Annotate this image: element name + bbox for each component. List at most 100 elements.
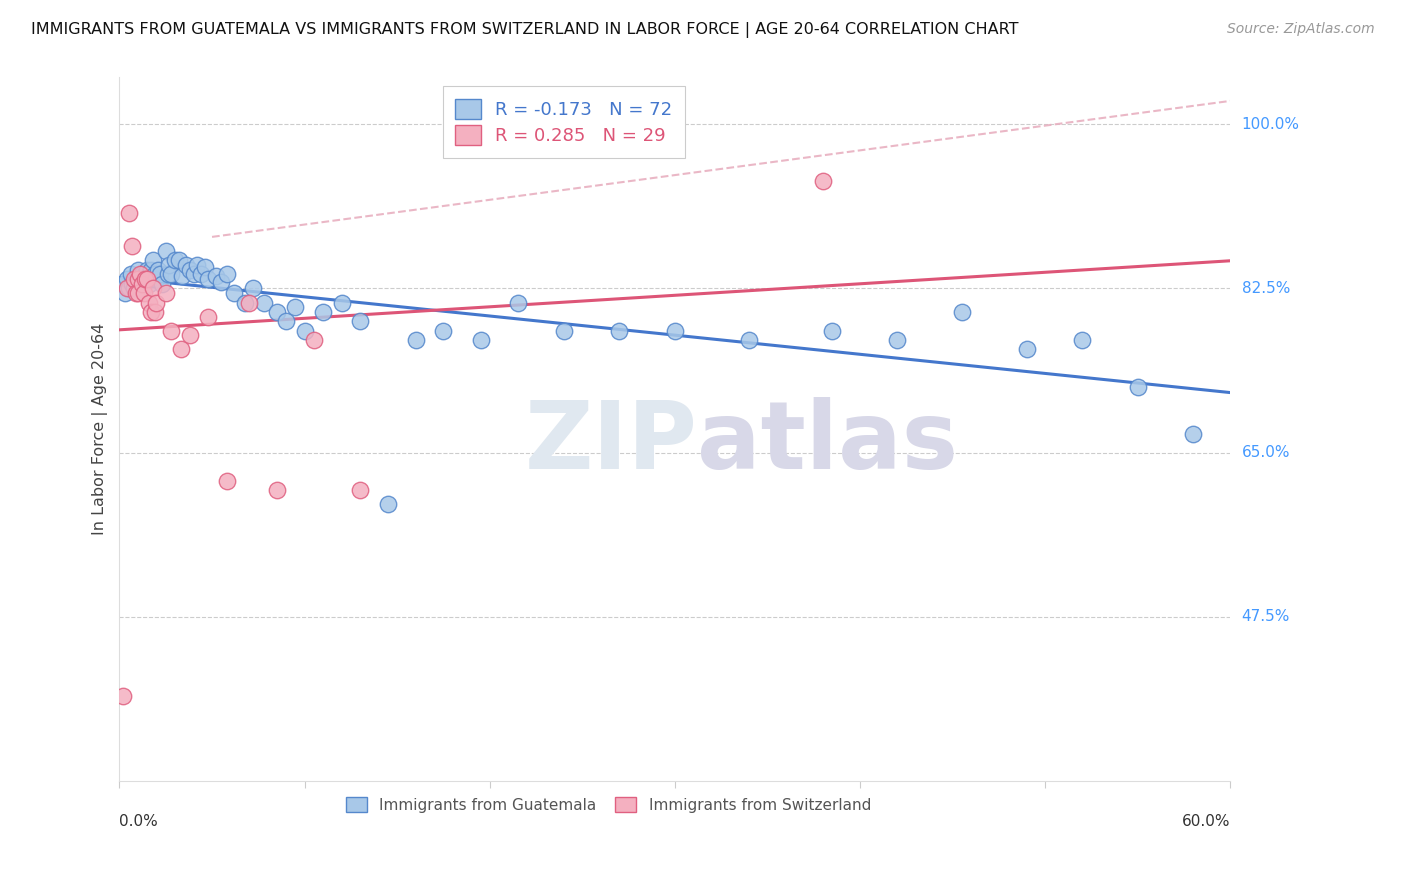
Point bbox=[1126, 380, 1149, 394]
Point bbox=[148, 262, 170, 277]
Point bbox=[330, 295, 353, 310]
Point bbox=[138, 295, 160, 310]
Point bbox=[664, 324, 686, 338]
Point bbox=[159, 258, 181, 272]
Point bbox=[143, 305, 166, 319]
Point bbox=[506, 295, 529, 310]
Point bbox=[405, 333, 427, 347]
Point bbox=[160, 268, 183, 282]
Point bbox=[266, 305, 288, 319]
Text: IMMIGRANTS FROM GUATEMALA VS IMMIGRANTS FROM SWITZERLAND IN LABOR FORCE | AGE 20: IMMIGRANTS FROM GUATEMALA VS IMMIGRANTS … bbox=[31, 22, 1018, 38]
Point bbox=[738, 333, 761, 347]
Point bbox=[432, 324, 454, 338]
Point bbox=[886, 333, 908, 347]
Point bbox=[127, 262, 149, 277]
Point bbox=[134, 272, 156, 286]
Text: 100.0%: 100.0% bbox=[1241, 117, 1299, 132]
Point bbox=[145, 272, 167, 286]
Point bbox=[609, 324, 631, 338]
Point bbox=[186, 258, 208, 272]
Point bbox=[138, 268, 160, 282]
Point bbox=[143, 268, 166, 282]
Point bbox=[142, 272, 165, 286]
Point bbox=[132, 286, 155, 301]
Point bbox=[349, 483, 371, 497]
Point bbox=[132, 272, 155, 286]
Point bbox=[197, 310, 219, 324]
Point bbox=[349, 314, 371, 328]
Point bbox=[174, 258, 197, 272]
Point bbox=[131, 281, 153, 295]
Y-axis label: In Labor Force | Age 20-64: In Labor Force | Age 20-64 bbox=[93, 323, 108, 535]
Point bbox=[118, 206, 141, 220]
Text: 0.0%: 0.0% bbox=[120, 814, 159, 829]
Point bbox=[145, 295, 167, 310]
Point bbox=[118, 281, 141, 295]
Point bbox=[194, 260, 217, 274]
Point bbox=[134, 268, 156, 282]
Point bbox=[209, 275, 232, 289]
Point bbox=[190, 268, 212, 282]
Point bbox=[377, 497, 399, 511]
Text: ZIP: ZIP bbox=[524, 397, 697, 489]
Point bbox=[235, 295, 257, 310]
Point bbox=[470, 333, 492, 347]
Text: 82.5%: 82.5% bbox=[1241, 281, 1289, 296]
Point bbox=[274, 314, 297, 328]
Point bbox=[302, 333, 325, 347]
Point bbox=[155, 286, 177, 301]
Point bbox=[1071, 333, 1094, 347]
Point bbox=[128, 268, 150, 282]
Point bbox=[139, 262, 162, 277]
Point bbox=[112, 690, 135, 704]
Point bbox=[131, 277, 153, 291]
Point bbox=[122, 272, 145, 286]
Point bbox=[120, 268, 142, 282]
Point bbox=[149, 268, 172, 282]
Text: 65.0%: 65.0% bbox=[1241, 445, 1291, 460]
Point bbox=[266, 483, 288, 497]
Point bbox=[142, 281, 165, 295]
Point bbox=[121, 277, 143, 291]
Point bbox=[139, 305, 162, 319]
Point bbox=[821, 324, 844, 338]
Point bbox=[131, 268, 153, 282]
Point bbox=[142, 253, 165, 268]
Text: 60.0%: 60.0% bbox=[1182, 814, 1230, 829]
Point bbox=[128, 272, 150, 286]
Point bbox=[155, 244, 177, 258]
Point bbox=[179, 328, 201, 343]
Point bbox=[197, 272, 219, 286]
Point bbox=[125, 272, 148, 286]
Point bbox=[156, 268, 179, 282]
Point bbox=[122, 281, 145, 295]
Point bbox=[136, 272, 159, 286]
Point bbox=[312, 305, 335, 319]
Point bbox=[138, 277, 160, 291]
Point bbox=[1182, 426, 1205, 441]
Text: atlas: atlas bbox=[697, 397, 959, 489]
Point bbox=[127, 272, 149, 286]
Point bbox=[127, 286, 149, 301]
Point bbox=[167, 253, 190, 268]
Point bbox=[160, 324, 183, 338]
Point bbox=[284, 300, 307, 314]
Point bbox=[553, 324, 575, 338]
Point bbox=[238, 295, 260, 310]
Point bbox=[112, 277, 135, 291]
Point bbox=[811, 173, 834, 187]
Point bbox=[950, 305, 973, 319]
Point bbox=[242, 281, 264, 295]
Point bbox=[163, 253, 186, 268]
Point bbox=[204, 269, 226, 284]
Point bbox=[125, 286, 148, 301]
Point bbox=[1015, 343, 1038, 357]
Point bbox=[179, 262, 201, 277]
Point bbox=[136, 262, 159, 277]
Point bbox=[136, 272, 159, 286]
Point bbox=[114, 286, 136, 301]
Point bbox=[172, 269, 194, 284]
Point bbox=[115, 272, 138, 286]
Point bbox=[169, 343, 191, 357]
Point bbox=[224, 286, 246, 301]
